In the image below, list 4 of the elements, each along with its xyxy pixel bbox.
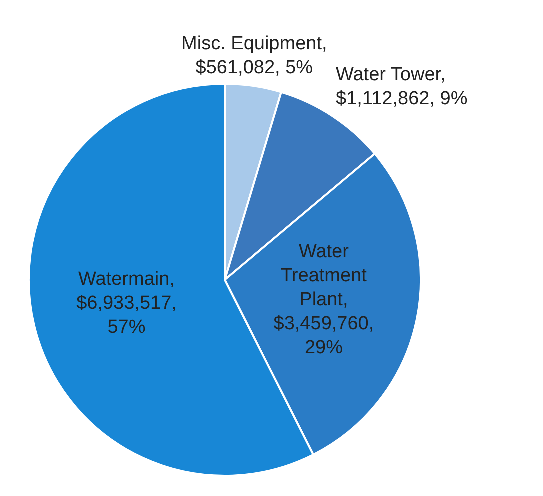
slice-label: Water Treatment Plant, $3,459,760, 29% [274, 242, 374, 359]
slice-label: Water Tower, $1,112,862, 9% [336, 64, 468, 110]
slice-label: Misc. Equipment, $561,082, 5% [182, 34, 328, 79]
slice-label: Watermain, $6,933,517, 57% [76, 268, 177, 338]
